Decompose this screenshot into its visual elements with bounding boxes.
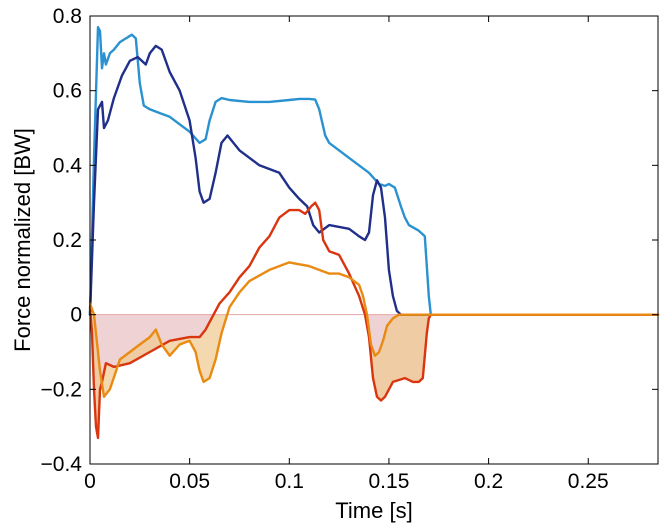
x-tick-label: 0.25 (568, 470, 609, 493)
x-axis-title: Time [s] (335, 498, 412, 523)
y-tick-label: 0.6 (53, 80, 82, 103)
series-line-4 (88, 261, 660, 398)
shaded-area-orange-red (90, 314, 433, 437)
y-axis-ticks: −0.4 −0.2 0 0.2 0.4 0.6 0.8 (41, 5, 658, 476)
y-tick-label: 0.8 (53, 5, 82, 28)
x-tick-label: 0.15 (369, 470, 410, 493)
series-lines (88, 26, 660, 440)
x-tick-label: 0.1 (275, 470, 304, 493)
series-line-3 (88, 201, 660, 440)
y-tick-label: −0.2 (41, 378, 82, 401)
y-tick-label: 0 (70, 304, 82, 327)
x-tick-label: 0.2 (474, 470, 503, 493)
series-line-2 (88, 44, 660, 316)
y-tick-label: 0.2 (53, 229, 82, 252)
series-line-1 (88, 26, 660, 316)
x-axis-ticks: 0 0.05 0.1 0.15 0.2 0.25 (84, 16, 609, 493)
x-tick-label: 0.05 (169, 470, 210, 493)
shaded-areas (90, 314, 433, 437)
y-tick-label: −0.4 (41, 453, 83, 476)
y-tick-label: 0.4 (53, 154, 83, 177)
x-tick-label: 0 (84, 470, 96, 493)
y-axis-title: Force normalized [BW] (10, 128, 35, 352)
